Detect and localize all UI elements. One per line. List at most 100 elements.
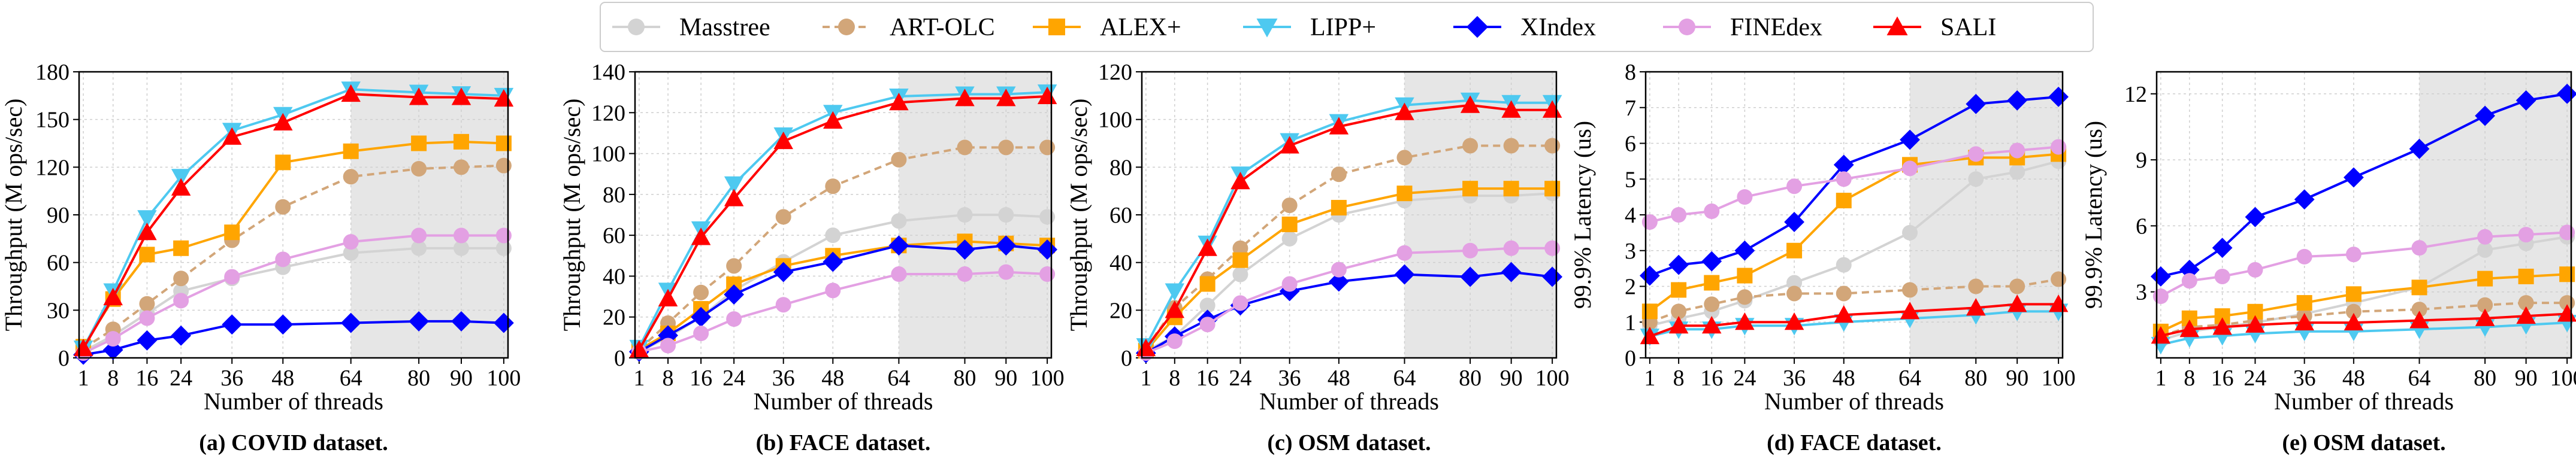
y-tick-label: 120 [35,155,69,180]
series-xindex [2150,83,2576,287]
data-point-finedex-3 [173,293,189,309]
y-tick-label: 40 [1109,251,1132,276]
data-point-sali-1 [658,288,678,306]
series-finedex [1641,139,2067,230]
data-point-art-olc-6 [891,151,907,168]
y-tick-label: 20 [603,305,625,330]
panel-caption: (c) OSM dataset. [1267,430,1431,455]
data-point-art-olc-2 [139,296,155,312]
series-line [1649,153,2059,312]
y-axis-label: Throughput (M ops/sec) [558,99,585,332]
data-point-lipp--2 [137,210,157,228]
data-point-art-olc-9 [495,157,512,174]
data-point-finedex-5 [275,251,291,268]
data-point-art-olc-5 [1331,166,1347,183]
data-point-xindex-5 [823,251,843,272]
legend-item-art-olc: ART-OLC [823,14,995,41]
data-point-xindex-8 [2007,90,2028,111]
data-point-masstree-3 [1232,266,1248,282]
data-point-sali-3 [724,189,744,206]
data-point-masstree-9 [1039,209,1056,225]
chart-panel-5: 369121816243648648090100Number of thread… [2080,71,2576,455]
data-point-legend-lipp- [1256,19,1278,38]
data-point-alex--7 [2477,270,2493,287]
y-tick-label: 60 [603,223,625,248]
data-point-xindex-8 [1501,262,1522,282]
x-tick-label: 64 [887,366,910,391]
data-point-xindex-6 [888,235,909,256]
data-point-art-olc-8 [1503,138,1519,154]
x-tick-label: 48 [2342,366,2365,391]
x-tick-label: 48 [1328,366,1350,391]
data-point-finedex-7 [411,227,427,244]
data-point-alex--6 [2411,279,2427,296]
data-point-xindex-8 [451,311,471,332]
data-point-xindex-8 [2515,90,2536,111]
series-line [1649,303,2059,338]
x-tick-label: 64 [1393,366,1416,391]
data-point-art-olc-1 [1671,303,1687,320]
data-point-sali-7 [2475,308,2495,326]
series-art-olc [1641,271,2067,330]
x-tick-label: 1 [1140,366,1151,391]
data-point-masstree-8 [453,240,470,256]
series-line [1145,104,1553,349]
x-tick-label: 90 [2006,366,2028,391]
x-tick-label: 36 [772,366,795,391]
data-point-xindex-6 [2409,138,2430,159]
data-point-alex--3 [173,240,189,256]
data-point-sali-8 [2007,294,2027,312]
x-tick-label: 16 [135,366,158,391]
data-point-alex--2 [139,247,155,263]
data-point-xindex-7 [2475,105,2496,126]
data-point-finedex-6 [1396,245,1413,261]
data-point-alex--9 [1544,181,1561,197]
axes-frame [78,71,509,359]
data-point-sali-6 [1395,102,1414,120]
x-tick-label: 48 [271,366,294,391]
series-line [638,91,1048,348]
data-point-art-olc-4 [1281,197,1298,214]
y-tick-label: 180 [35,60,69,85]
axes-frame [2155,71,2572,359]
data-point-art-olc-6 [343,169,359,185]
data-point-sali-6 [1900,302,1920,320]
data-point-art-olc-8 [2009,278,2025,294]
series-line [1145,99,1553,347]
y-tick-label: 60 [1109,203,1132,228]
x-tick-label: 16 [1196,366,1219,391]
legend-item-lipp-: LIPP+ [1243,14,1376,41]
y-tick-label: 0 [1121,346,1132,371]
data-point-finedex-6 [891,266,907,282]
data-point-sali-1 [103,287,123,306]
y-tick-label: 100 [1098,108,1132,133]
axes-frame [1141,71,1558,359]
data-point-finedex-6 [2411,240,2427,256]
data-point-finedex-8 [1503,240,1519,256]
data-point-finedex-9 [2559,224,2575,241]
data-point-finedex-1 [1166,333,1183,349]
data-point-alex--5 [1331,200,1347,216]
y-tick-label: 3 [1625,239,1636,264]
legend-item-xindex: XIndex [1453,14,1596,41]
data-point-xindex-2 [1701,251,1722,272]
data-point-finedex-7 [1968,146,1984,162]
data-point-art-olc-9 [2051,271,2067,287]
data-point-finedex-1 [1671,207,1687,223]
data-point-alex--3 [1737,268,1753,284]
data-point-xindex-3 [2245,206,2266,227]
data-point-alex--8 [453,133,470,150]
data-point-xindex-8 [996,235,1017,256]
data-point-art-olc-3 [1737,289,1753,305]
data-point-alex--8 [2518,268,2534,284]
data-point-sali-3 [1230,171,1250,190]
series-sali [1640,294,2069,345]
data-point-finedex-4 [1281,276,1298,292]
data-point-xindex-9 [2048,86,2069,107]
y-tick-label: 2 [1625,275,1636,300]
series-sali [629,86,1057,358]
data-point-xindex-9 [494,312,514,333]
data-point-finedex-3 [1232,295,1248,311]
legend-label: SALI [1940,14,1996,41]
data-point-sali-8 [996,89,1016,107]
